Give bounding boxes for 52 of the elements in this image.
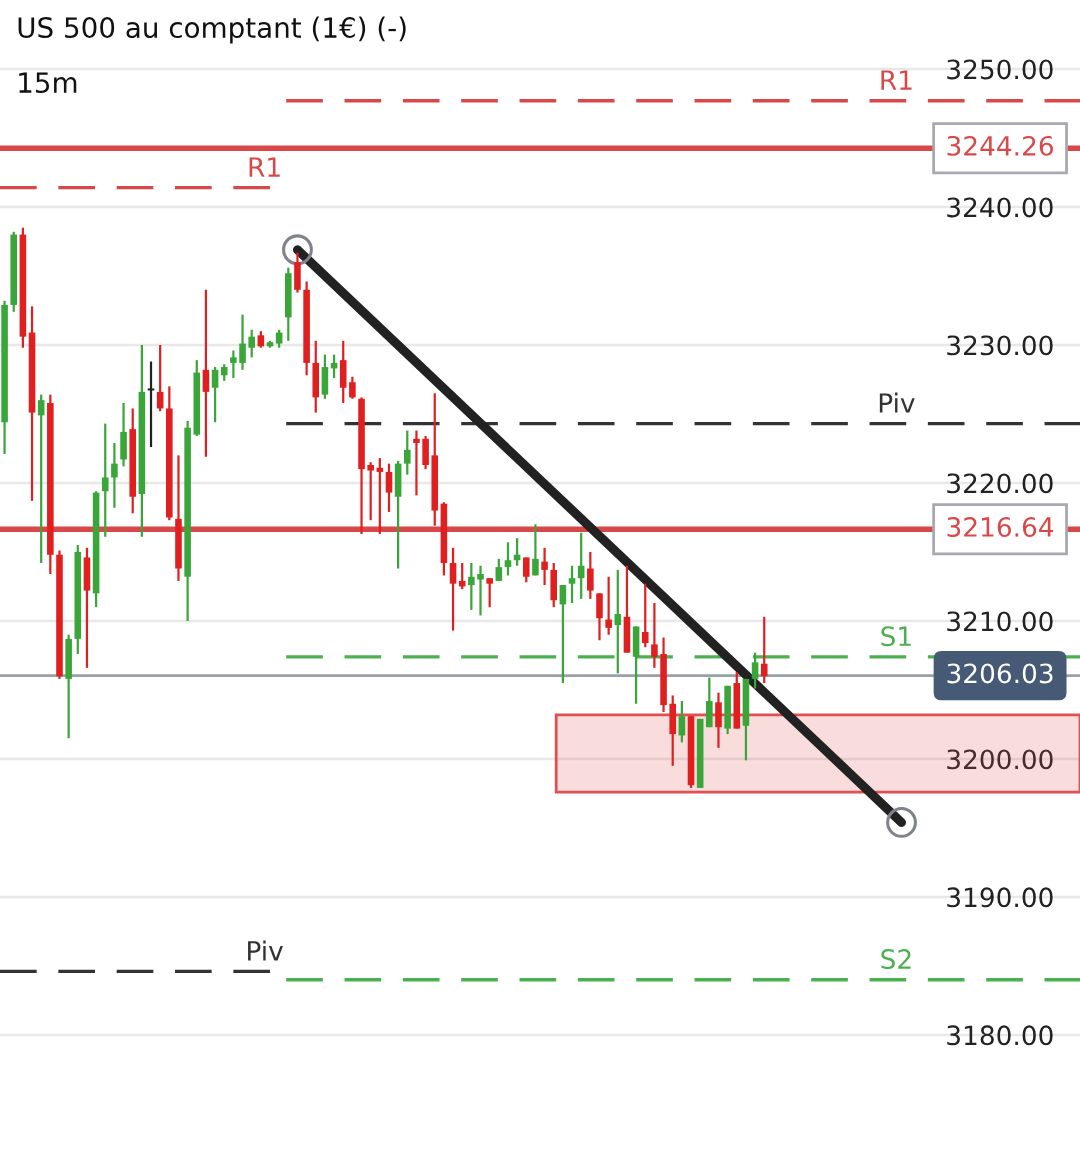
text: US 500 au comptant (1€) (-) <box>18 16 406 44</box>
candlestick <box>651 601 658 669</box>
candlestick <box>147 360 155 449</box>
candlestick <box>541 546 548 587</box>
ref-line-label: 3206.03 <box>947 663 1053 684</box>
ref-line-label: Piv <box>248 940 283 961</box>
candlestick <box>468 561 475 612</box>
candlestick <box>367 461 374 522</box>
candlestick <box>605 575 612 636</box>
candlestick <box>349 375 356 400</box>
y-tick-label: 3210.00 <box>947 611 1053 632</box>
y-tick-label: 3250.00 <box>947 59 1053 80</box>
candlestick <box>101 422 109 538</box>
ref-line-label: S1 <box>881 626 911 647</box>
candlestick <box>532 523 539 577</box>
ref-line-label: 3216.64 <box>947 517 1054 537</box>
y-tick-label: 3230.00 <box>947 335 1053 356</box>
ref-line-label: R1 <box>881 70 912 90</box>
y-tick-label: 3240.00 <box>947 197 1053 218</box>
candlestick <box>751 651 759 690</box>
candlestick <box>486 577 493 609</box>
text: 15m <box>19 72 77 94</box>
candlestick <box>587 550 594 600</box>
candlestick <box>559 583 567 685</box>
y-tick-label: 3180.00 <box>947 1025 1053 1046</box>
candlestick <box>641 582 649 649</box>
candlestick <box>37 393 45 565</box>
candlestick <box>385 462 393 514</box>
ref-line-label: Piv <box>879 392 915 413</box>
candlestick <box>248 328 255 359</box>
candlestick <box>449 546 457 632</box>
candlestick <box>568 564 576 605</box>
ref-line-label: 3244.26 <box>947 135 1053 156</box>
candlestick <box>678 699 686 744</box>
candlestick <box>239 313 246 371</box>
candlestick <box>403 429 411 476</box>
candlestick <box>760 615 768 685</box>
candlestick <box>111 441 118 509</box>
candlestick <box>614 568 622 675</box>
candlestick <box>413 429 420 497</box>
candlestick <box>211 365 219 424</box>
candlestick <box>202 288 210 458</box>
y-tick-label: 3190.00 <box>947 887 1053 908</box>
y-tick-label: 3220.00 <box>947 473 1053 494</box>
ref-line-label: S2 <box>881 949 911 970</box>
candlestick <box>495 557 503 583</box>
candlestick <box>522 556 530 584</box>
y-tick-label: 3200.00 <box>947 749 1053 770</box>
candlestick <box>504 541 512 577</box>
candlestick <box>230 349 237 380</box>
ref-line-label: R1 <box>249 157 280 177</box>
candlestick <box>477 564 484 617</box>
